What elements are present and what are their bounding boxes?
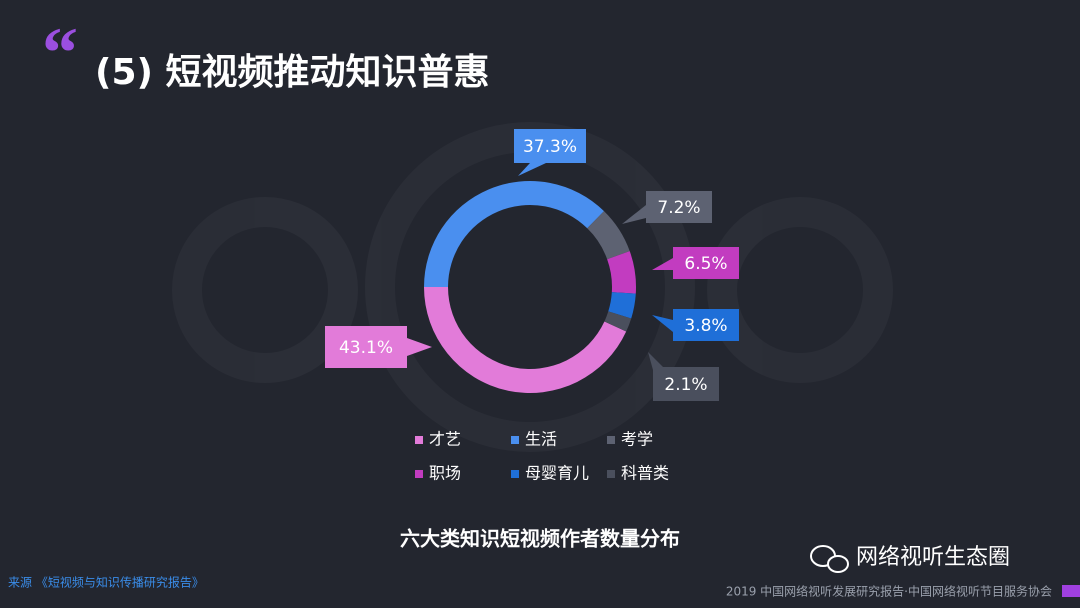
legend-label: 母婴育儿 <box>525 464 589 483</box>
callout-pointer <box>648 352 663 370</box>
donut-slice <box>424 287 627 394</box>
legend-swatch <box>607 470 615 478</box>
report-credit: 2019 中国网络视听发展研究报告·中国网络视听节目服务协会 <box>726 584 1052 599</box>
legend-swatch <box>511 436 519 444</box>
slide-title: (5) 短视频推动知识普惠 <box>95 52 490 93</box>
icon-bubble <box>827 555 849 573</box>
callout-box <box>325 326 407 368</box>
callout-pointer <box>407 338 432 356</box>
donut-slice <box>607 251 636 294</box>
decor-circle <box>172 197 358 383</box>
donut-slice <box>587 211 630 260</box>
legend-label: 生活 <box>525 430 557 449</box>
source: 来源 《短视频与知识传播研究报告》 <box>8 575 204 590</box>
watermark: 网络视听生态圈 <box>856 545 1010 570</box>
callout-pointer <box>652 258 673 270</box>
corner-accent <box>1062 585 1080 597</box>
callout-box <box>673 247 739 279</box>
legend-label: 科普类 <box>621 464 669 483</box>
callout-pointer <box>518 163 546 176</box>
data-label: 2.1% <box>664 375 707 395</box>
data-label: 6.5% <box>684 254 727 274</box>
callout-pointer <box>652 315 673 332</box>
callout-box <box>646 191 712 223</box>
watermark-icon <box>810 545 849 573</box>
legend-swatch <box>415 470 423 478</box>
legend-swatch <box>415 436 423 444</box>
donut-slice <box>608 292 636 319</box>
data-label: 7.2% <box>657 198 700 218</box>
callout-box <box>653 367 719 401</box>
decor-circle <box>707 197 893 383</box>
callout-pointer <box>622 205 646 224</box>
callout-box <box>514 129 586 163</box>
chart-title: 六大类知识短视频作者数量分布 <box>400 527 680 551</box>
legend-label: 才艺 <box>429 430 461 449</box>
data-label: 3.8% <box>684 316 727 336</box>
legend-label: 考学 <box>621 430 653 449</box>
legend-swatch <box>511 470 519 478</box>
quote-mark: “ <box>42 13 78 93</box>
legend-swatch <box>607 436 615 444</box>
legend-label: 职场 <box>429 464 461 483</box>
data-label: 43.1% <box>339 338 393 358</box>
data-label: 37.3% <box>523 137 577 157</box>
donut-slice <box>604 311 632 332</box>
callout-box <box>673 309 739 341</box>
donut-slice <box>423 180 605 287</box>
